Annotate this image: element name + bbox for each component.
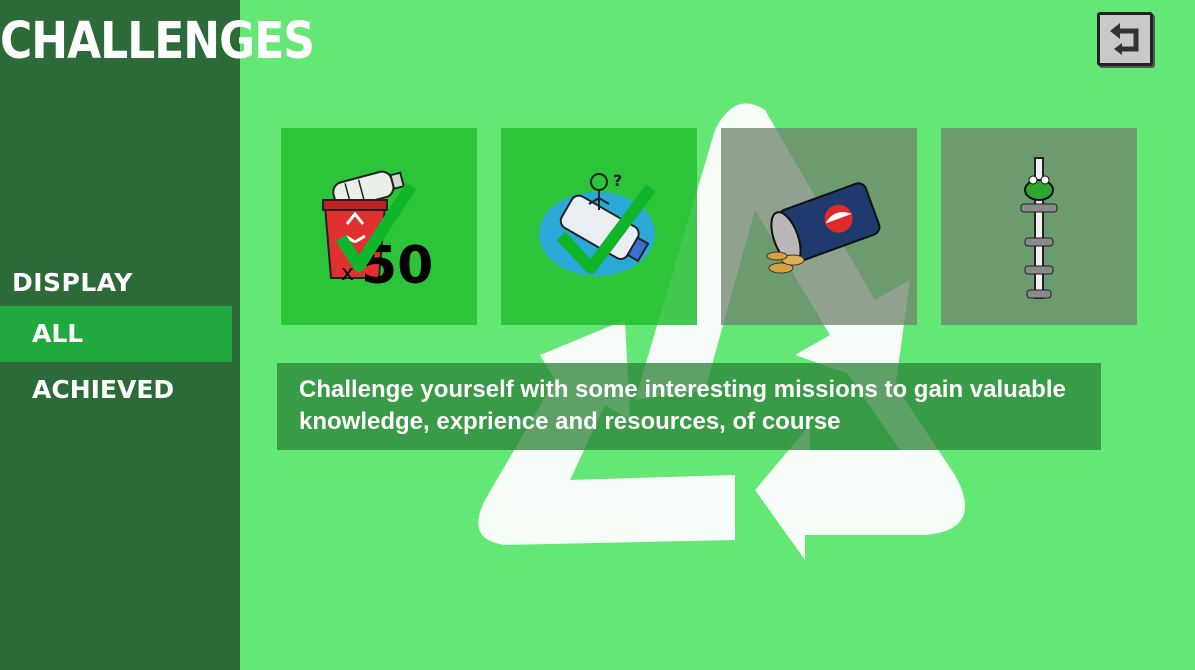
description-text: Challenge yourself with some interesting… (299, 376, 1066, 435)
filter-achieved-button[interactable]: ACHIEVED (32, 375, 175, 404)
return-arrow-icon (1110, 23, 1139, 55)
sidebar: CHALLENGES DISPLAY ALL ACHIEVED (0, 0, 315, 670)
recycle-bin-bottles-icon: x 50 (322, 170, 433, 296)
challenge-card-soda-can[interactable] (721, 128, 917, 325)
display-label: DISPLAY (12, 268, 133, 297)
svg-text:x: x (341, 261, 354, 286)
filter-all-button[interactable]: ALL (0, 306, 232, 362)
challenge-card-recycle-50[interactable]: x 50 (281, 128, 477, 325)
description-panel: Challenge yourself with some interesting… (277, 363, 1101, 450)
recycle-symbol-background (478, 103, 965, 560)
challenge-card-bottle-water[interactable]: ? (501, 128, 697, 325)
back-button[interactable] (1097, 12, 1153, 66)
svg-text:?: ? (613, 171, 622, 190)
frog-on-pole-icon (1020, 157, 1058, 299)
soda-can-coins-icon (766, 182, 881, 274)
bottle-on-water-icon: ? (539, 171, 656, 276)
challenge-card-frog-pole[interactable] (941, 128, 1137, 325)
page-title: CHALLENGES (0, 12, 315, 71)
